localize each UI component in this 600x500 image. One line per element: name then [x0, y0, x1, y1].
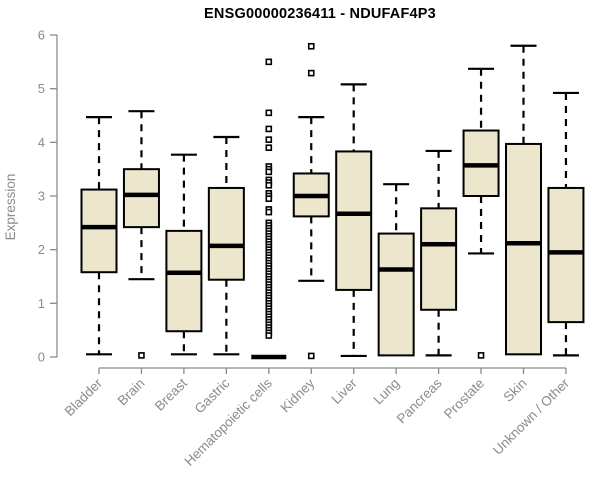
- outlier-point: [265, 168, 273, 176]
- outlier-point: [307, 42, 315, 50]
- x-tick-label-prostate: Prostate: [441, 376, 487, 422]
- x-tick-label-bladder: Bladder: [62, 375, 106, 419]
- iqr-box: [122, 168, 160, 229]
- box-bladder: [80, 116, 118, 356]
- y-tick-label: 4: [38, 135, 45, 150]
- x-tick-label-skin: Skin: [500, 376, 529, 405]
- x-tick-label-gastric: Gastric: [192, 375, 233, 416]
- box-hematopoietic-cells: [251, 58, 287, 360]
- y-tick-label: 6: [38, 28, 45, 43]
- y-tick-label: 5: [38, 81, 45, 96]
- x-tick-label-brain: Brain: [115, 376, 148, 409]
- box-brain: [122, 110, 160, 359]
- outlier-point: [265, 125, 273, 133]
- iqr-box: [547, 186, 585, 324]
- iqr-box: [207, 186, 245, 281]
- outlier-point: [265, 208, 273, 216]
- x-tick-label-lung: Lung: [370, 376, 402, 408]
- y-tick-label: 0: [38, 350, 45, 365]
- y-axis-title: Expression: [3, 174, 18, 241]
- outlier-point: [265, 58, 273, 66]
- y-tick-label: 3: [38, 189, 45, 204]
- x-tick-label-breast: Breast: [152, 375, 190, 413]
- outlier-point: [477, 352, 485, 359]
- outlier-point: [265, 195, 273, 202]
- box-gastric: [207, 135, 245, 356]
- x-tick-label-liver: Liver: [329, 375, 361, 407]
- box-unknown-other: [547, 91, 585, 357]
- iqr-box: [377, 232, 415, 357]
- outlier-point: [265, 136, 273, 143]
- iqr-box: [505, 142, 542, 356]
- box-lung: [377, 183, 415, 357]
- box-liver: [335, 83, 373, 358]
- iqr-box: [420, 207, 458, 311]
- y-tick-label: 1: [38, 296, 45, 311]
- outlier-point: [138, 352, 145, 359]
- iqr-box: [80, 188, 118, 274]
- x-tick-label-kidney: Kidney: [278, 375, 318, 415]
- outlier-point: [265, 181, 273, 189]
- outlier-point: [307, 352, 315, 360]
- box-prostate: [462, 67, 500, 359]
- outlier-point: [265, 332, 273, 339]
- iqr-box: [165, 229, 203, 333]
- box-kidney: [292, 42, 330, 360]
- outlier-point: [265, 109, 273, 117]
- outlier-point: [265, 144, 273, 151]
- outlier-point: [307, 69, 315, 77]
- chart-title: ENSG00000236411 - NDUFAF4P3: [204, 6, 436, 22]
- iqr-box: [335, 150, 373, 291]
- box-pancreas: [420, 149, 458, 357]
- y-axis: 0 1 2 3 4 5 6 Expression: [3, 28, 58, 365]
- box-breast: [165, 153, 203, 356]
- y-tick-label: 2: [38, 242, 45, 257]
- x-tick-label-unknown-other: Unknown / Other: [490, 375, 573, 458]
- box-skin: [505, 44, 542, 356]
- x-tick-label-pancreas: Pancreas: [394, 375, 445, 426]
